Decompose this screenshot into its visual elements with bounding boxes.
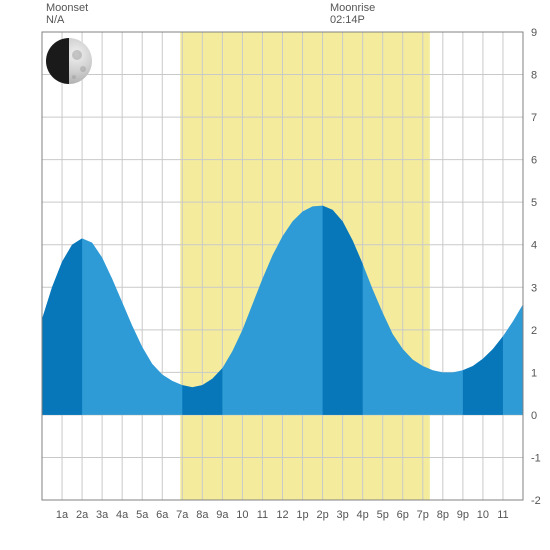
svg-text:7a: 7a <box>176 509 189 521</box>
svg-text:1a: 1a <box>56 509 69 521</box>
svg-text:5p: 5p <box>377 509 389 521</box>
svg-text:5a: 5a <box>136 509 149 521</box>
svg-text:8: 8 <box>531 70 537 82</box>
svg-text:3: 3 <box>531 282 537 294</box>
svg-text:2p: 2p <box>316 509 328 521</box>
svg-text:7: 7 <box>531 112 537 124</box>
svg-text:10: 10 <box>477 509 489 521</box>
svg-text:6p: 6p <box>397 509 409 521</box>
svg-text:5: 5 <box>531 197 537 209</box>
moonrise-value: 02:14P <box>330 14 375 26</box>
svg-text:4p: 4p <box>357 509 369 521</box>
svg-text:2: 2 <box>531 325 537 337</box>
svg-text:6: 6 <box>531 155 537 167</box>
svg-text:3a: 3a <box>96 509 109 521</box>
svg-text:6a: 6a <box>156 509 169 521</box>
svg-text:2a: 2a <box>76 509 89 521</box>
moonset-label-block: Moonset N/A <box>46 2 88 26</box>
svg-text:4a: 4a <box>116 509 129 521</box>
svg-text:11: 11 <box>257 509 268 521</box>
svg-text:12: 12 <box>276 509 288 521</box>
svg-text:9: 9 <box>531 27 537 39</box>
svg-text:8a: 8a <box>196 509 209 521</box>
svg-text:9a: 9a <box>216 509 229 521</box>
svg-text:10: 10 <box>236 509 248 521</box>
moonset-value: N/A <box>46 14 88 26</box>
moonset-label: Moonset <box>46 2 88 14</box>
svg-text:1: 1 <box>531 367 537 379</box>
moonrise-label: Moonrise <box>330 2 375 14</box>
svg-text:9p: 9p <box>457 509 469 521</box>
moon-phase-icon <box>46 38 92 84</box>
svg-text:3p: 3p <box>337 509 349 521</box>
svg-text:8p: 8p <box>437 509 449 521</box>
svg-text:4: 4 <box>531 240 537 252</box>
svg-text:-2: -2 <box>531 495 541 507</box>
svg-text:7p: 7p <box>417 509 429 521</box>
moon-lit-half <box>69 38 92 84</box>
svg-text:11: 11 <box>497 509 508 521</box>
svg-text:-1: -1 <box>531 452 541 464</box>
svg-text:0: 0 <box>531 410 537 422</box>
moonrise-label-block: Moonrise 02:14P <box>330 2 375 26</box>
moon-dark-half <box>46 38 69 84</box>
svg-text:1p: 1p <box>296 509 308 521</box>
